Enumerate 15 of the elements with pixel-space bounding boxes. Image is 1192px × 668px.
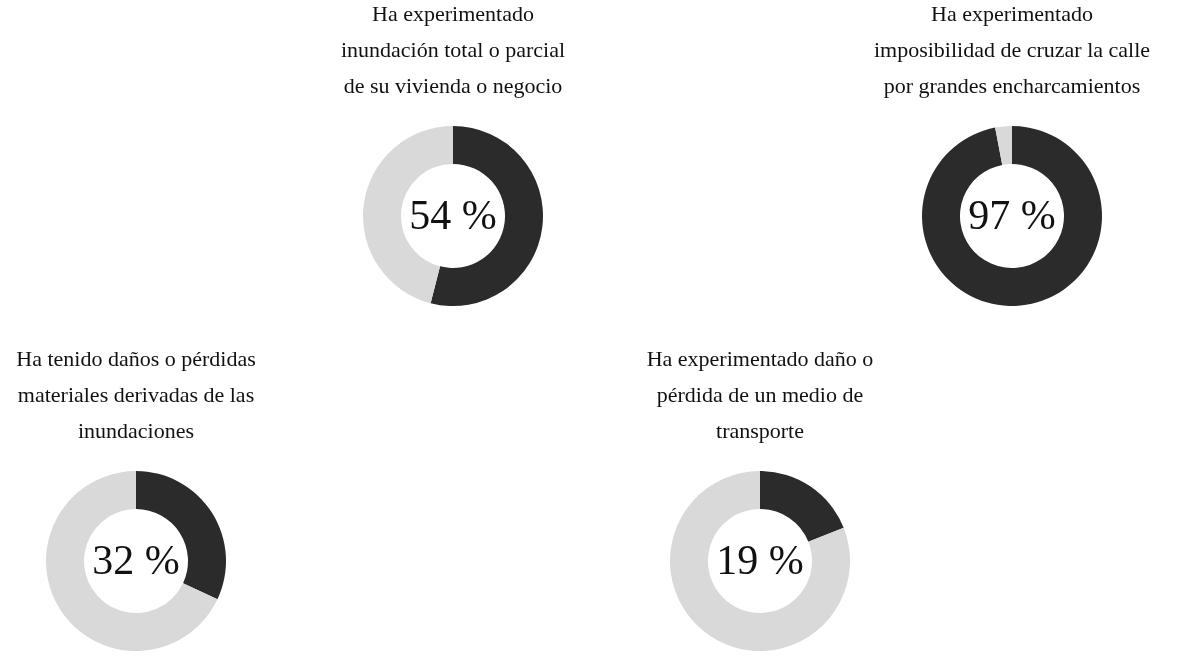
donut-slice	[363, 126, 453, 304]
text: 54 %	[409, 192, 497, 238]
chart-title: Ha tenido daños o pérdidas materiales derivadas de las inundaciones	[16, 346, 256, 443]
donut-slice	[136, 471, 226, 600]
donut-slice	[46, 471, 218, 651]
donut-slice	[760, 471, 844, 542]
donut-slice	[995, 126, 1012, 165]
chart-title: Ha experimentado daño o pérdida de un medio de transporte	[646, 346, 874, 443]
text: 97 %	[968, 192, 1056, 238]
donut-slice	[670, 471, 850, 651]
text: 32 %	[92, 537, 180, 583]
text: 19 %	[716, 537, 804, 583]
donut-slice	[922, 126, 1102, 306]
chart-title: Ha experimentado inundación total o parcial de su vivienda o negocio	[340, 1, 566, 98]
chart-title: Ha experimentado imposibilidad de cruzar la calle por grandes encharcamientos	[873, 1, 1151, 98]
